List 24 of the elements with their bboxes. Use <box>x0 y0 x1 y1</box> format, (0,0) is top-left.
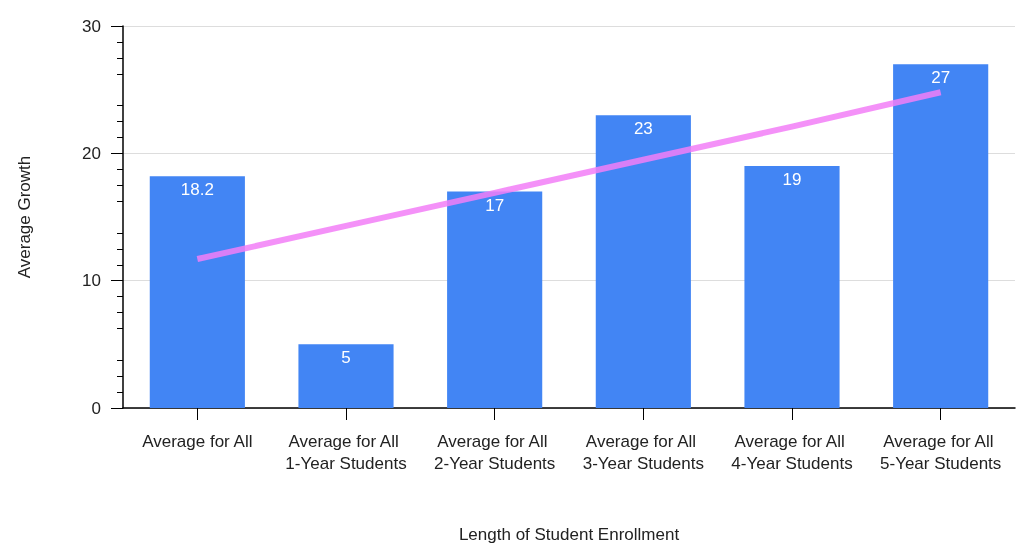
x-tick-label: Average for All 4-Year Students <box>731 431 853 473</box>
bar <box>447 191 543 408</box>
bar <box>149 176 245 408</box>
data-label: 23 <box>633 119 653 139</box>
y-tick-label: 30 <box>82 16 101 36</box>
y-tick-label: 20 <box>82 143 101 163</box>
data-label: 19 <box>782 170 802 190</box>
bar <box>893 64 989 408</box>
bar <box>298 344 394 408</box>
x-tick-label: Average for All 3-Year Students <box>582 431 704 473</box>
x-tick-label: Average for All 1-Year Students <box>285 431 407 473</box>
x-tick-label: Average for All 5-Year Students <box>880 431 1002 473</box>
y-tick-label: 0 <box>91 398 101 418</box>
y-tick-label: 10 <box>82 271 101 291</box>
x-tick-label: Average for All 2-Year Students <box>434 431 556 473</box>
data-label: 18.2 <box>180 180 214 200</box>
bar <box>744 166 840 408</box>
data-label: 5 <box>341 348 351 368</box>
data-label: 27 <box>931 68 951 88</box>
x-axis-title: Length of Student Enrollment <box>458 525 680 544</box>
bar <box>595 115 691 408</box>
data-label: 17 <box>485 195 505 215</box>
x-tick-label: Average for All <box>142 431 253 451</box>
y-axis-title: Average Growth <box>15 155 34 279</box>
